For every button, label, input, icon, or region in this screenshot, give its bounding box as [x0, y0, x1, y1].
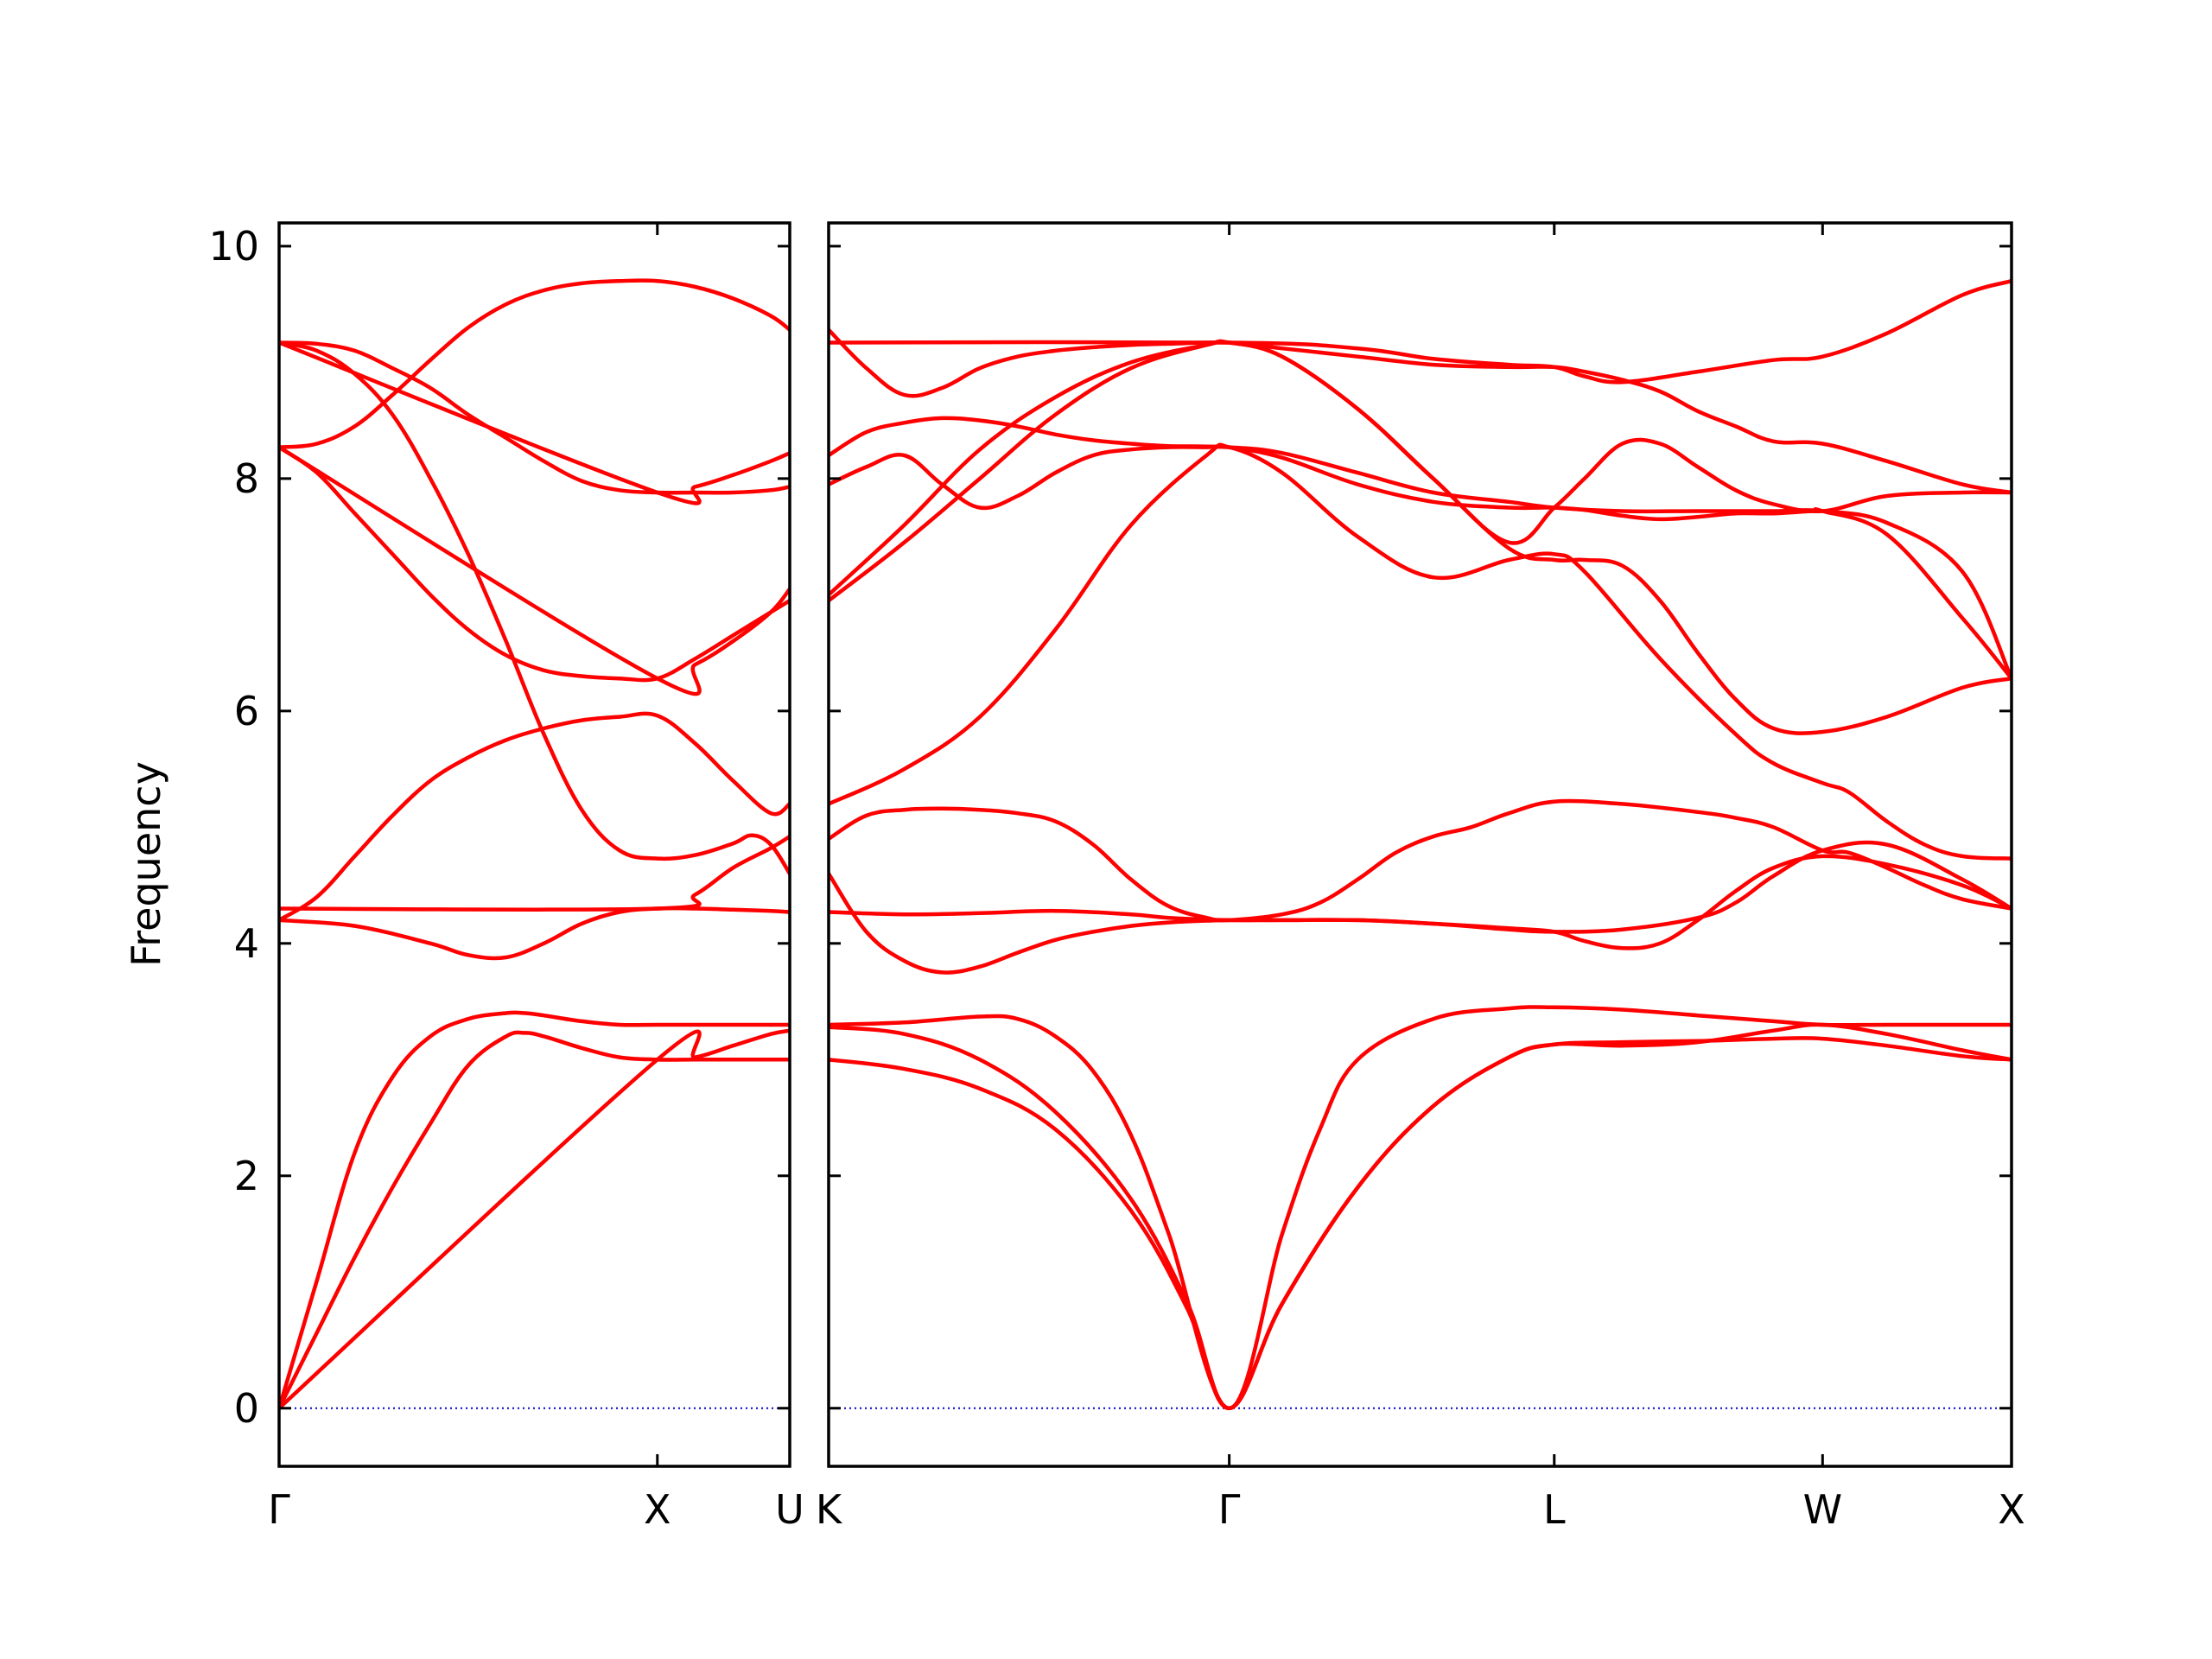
y-tick-label: 10 — [208, 223, 259, 270]
x-tick-label: W — [1803, 1486, 1842, 1533]
band-line-1-0 — [829, 1036, 2012, 1411]
y-tick-label: 4 — [234, 920, 259, 967]
band-line-0-10 — [279, 340, 790, 505]
y-tick-label: 6 — [234, 688, 259, 734]
band-line-1-1 — [829, 1022, 2012, 1411]
band-line-0-4 — [279, 834, 790, 912]
band-line-1-7 — [829, 444, 2012, 681]
band-line-1-12 — [829, 278, 2012, 385]
y-tick-label: 8 — [234, 455, 259, 502]
band-line-1-5 — [829, 798, 2012, 923]
band-line-0-8 — [279, 445, 790, 696]
x-tick-label: X — [644, 1486, 671, 1533]
x-tick-label: K — [816, 1486, 843, 1533]
band-line-1-6 — [829, 442, 2012, 861]
band-line-1-2 — [829, 1005, 2012, 1411]
band-line-0-7 — [279, 445, 790, 683]
x-tick-label: X — [1998, 1486, 2025, 1533]
band-line-1-8 — [829, 339, 2012, 735]
x-tick-label: U — [775, 1486, 804, 1533]
band-line-1-11 — [829, 327, 2012, 495]
band-line-0-9 — [279, 340, 790, 495]
y-axis: 0 2 4 6 8 10 — [208, 223, 259, 1432]
x-tick-label: Γ — [1218, 1486, 1241, 1533]
band-line-0-2 — [279, 1028, 790, 1411]
x-tick-label: L — [1543, 1486, 1566, 1533]
band-line-1-4 — [829, 840, 2012, 934]
band-line-0-11 — [279, 278, 790, 449]
band-line-0-5 — [279, 711, 790, 923]
y-tick-label: 2 — [234, 1153, 259, 1199]
band-line-1-3 — [829, 854, 2012, 975]
band-line-0-3 — [279, 906, 790, 961]
band-line-1-10 — [829, 416, 2012, 681]
y-tick-label: 0 — [234, 1385, 259, 1432]
x-tick-label: Γ — [268, 1486, 290, 1533]
plot-frame — [827, 221, 2013, 1468]
y-axis-label: Frequency — [123, 761, 169, 967]
plot-area — [279, 278, 790, 1411]
plot-frame — [277, 221, 791, 1468]
band-line-0-6 — [279, 340, 790, 876]
band-line-0-0 — [279, 1030, 790, 1411]
plot-area — [829, 278, 2012, 1411]
band-line-1-9 — [829, 339, 2012, 603]
band-line-0-1 — [279, 1010, 790, 1411]
